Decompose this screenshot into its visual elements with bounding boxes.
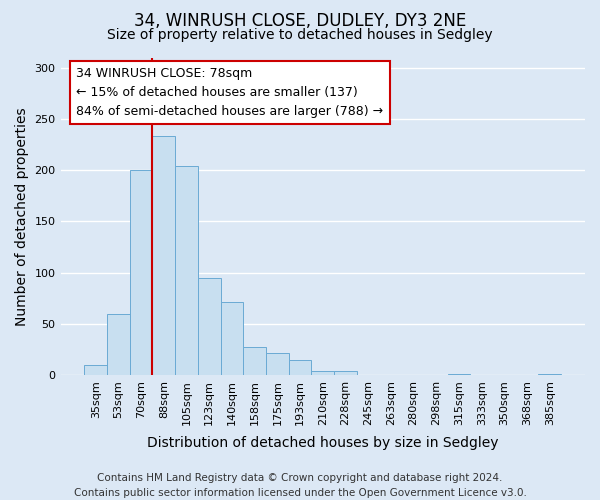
Bar (175, 166, 198, 375)
Y-axis label: Number of detached properties: Number of detached properties (15, 107, 29, 326)
Bar (152, 136, 175, 375)
Text: 34 WINRUSH CLOSE: 78sqm
← 15% of detached houses are smaller (137)
84% of semi-d: 34 WINRUSH CLOSE: 78sqm ← 15% of detache… (76, 67, 383, 118)
Bar (107, 314, 130, 375)
Text: Size of property relative to detached houses in Sedgley: Size of property relative to detached ho… (107, 28, 493, 42)
Bar (266, 354, 289, 375)
Bar (198, 278, 221, 375)
Bar (289, 360, 311, 375)
Bar (130, 170, 152, 375)
Bar (334, 371, 357, 375)
Bar (85, 364, 107, 375)
Bar (221, 302, 244, 375)
Bar (538, 374, 561, 375)
X-axis label: Distribution of detached houses by size in Sedgley: Distribution of detached houses by size … (147, 436, 499, 450)
Bar (311, 371, 334, 375)
Text: Contains HM Land Registry data © Crown copyright and database right 2024.
Contai: Contains HM Land Registry data © Crown c… (74, 472, 526, 498)
Bar (244, 348, 266, 375)
Bar (448, 374, 470, 375)
Text: 34, WINRUSH CLOSE, DUDLEY, DY3 2NE: 34, WINRUSH CLOSE, DUDLEY, DY3 2NE (134, 12, 466, 30)
